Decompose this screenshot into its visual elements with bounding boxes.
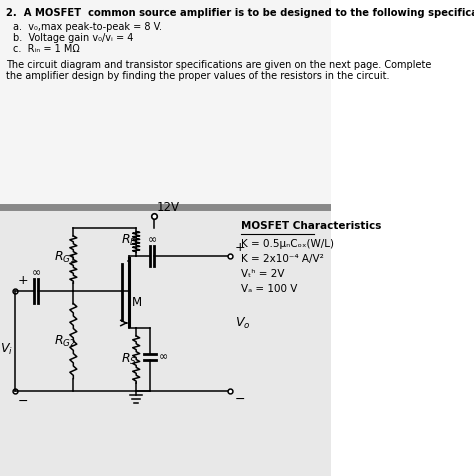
Bar [0, 0, 331, 203]
Text: +: + [18, 274, 28, 287]
Text: Vₜʰ = 2V: Vₜʰ = 2V [241, 269, 284, 279]
Text: $V_o$: $V_o$ [235, 316, 250, 331]
Text: Vₐ = 100 V: Vₐ = 100 V [241, 284, 297, 294]
Text: $R_{G1}$: $R_{G1}$ [54, 250, 76, 265]
Text: M: M [132, 296, 142, 309]
Text: +: + [235, 241, 245, 254]
Text: −: − [18, 395, 28, 408]
Text: MOSFET Characteristics: MOSFET Characteristics [241, 221, 381, 231]
Text: $\infty$: $\infty$ [31, 267, 41, 277]
Text: $\infty$: $\infty$ [147, 234, 157, 244]
Text: c.  Rᵢₙ = 1 MΩ: c. Rᵢₙ = 1 MΩ [13, 44, 79, 54]
Text: $V_i$: $V_i$ [0, 341, 13, 357]
Text: the amplifier design by finding the proper values of the resistors in the circui: the amplifier design by finding the prop… [6, 71, 389, 81]
Text: −: − [235, 393, 245, 406]
Text: $\infty$: $\infty$ [158, 351, 168, 361]
Text: 12V: 12V [157, 201, 180, 214]
Text: $R_{G2}$: $R_{G2}$ [54, 334, 76, 348]
Text: $R_D$: $R_D$ [121, 232, 138, 248]
Text: K = 0.5μₙCₒₓ(W/L): K = 0.5μₙCₒₓ(W/L) [241, 239, 334, 249]
Text: a.  v₀,max peak-to-peak = 8 V.: a. v₀,max peak-to-peak = 8 V. [13, 22, 162, 32]
Text: The circuit diagram and transistor specifications are given on the next page. Co: The circuit diagram and transistor speci… [6, 60, 431, 70]
Text: 2.  A MOSFET  common source amplifier is to be designed to the following specifi: 2. A MOSFET common source amplifier is t… [6, 8, 474, 18]
Text: b.  Voltage gain v₀/vᵢ = 4: b. Voltage gain v₀/vᵢ = 4 [13, 33, 133, 43]
Bar [0, 209, 331, 476]
Text: K = 2x10⁻⁴ A/V²: K = 2x10⁻⁴ A/V² [241, 254, 324, 264]
Text: $R_S$: $R_S$ [121, 352, 137, 367]
